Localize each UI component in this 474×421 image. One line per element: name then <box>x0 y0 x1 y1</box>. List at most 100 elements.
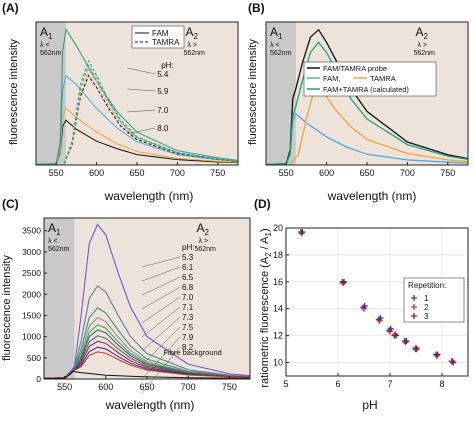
panel-c-ph-label-3: 6.8 <box>182 283 194 292</box>
panel-d-point-s2-1 <box>341 278 347 285</box>
panel-d-legend-label-0: 1 <box>424 294 429 303</box>
panel-c-ph-leader-0 <box>141 256 181 268</box>
panel-c-ytick-label-5: 2500 <box>22 268 41 278</box>
panel-b-a2-line1: λ > <box>417 42 427 49</box>
panel-a-a1-line1: λ < <box>40 42 50 49</box>
panel-c-ph-title: pH: <box>182 243 194 252</box>
panel-a-series-6 <box>63 64 239 164</box>
panel-b-xtick-label-4: 750 <box>440 168 455 178</box>
panel-a-series-7 <box>63 59 239 164</box>
panel-b-legend-label-0: FAM/TAMRA probe <box>323 64 387 73</box>
panel-d-ylabel-post: ) <box>259 228 271 232</box>
panel-c-ph-label-8: 7.9 <box>182 333 194 342</box>
panel-a-a2-line2: 562nm <box>183 50 205 57</box>
panel-d-ytick-label-3: 16 <box>273 277 283 287</box>
panel-b-xtick-label-2: 650 <box>359 168 374 178</box>
panel-c-ph-leader-7 <box>141 326 181 366</box>
panel-c-letter: (C) <box>2 197 19 211</box>
panel-d-point-s1-2 <box>361 305 367 312</box>
panel-c-ph-label-6: 7.3 <box>182 313 194 322</box>
panel-a-a1-line2: 562nm <box>40 50 62 57</box>
panel-c-a1-line1: λ < <box>48 238 58 245</box>
panel-c-ytick-label-7: 3500 <box>22 226 41 236</box>
panel-d-point-s1-3 <box>376 317 383 324</box>
panel-d-point-s2-5 <box>393 332 399 339</box>
panel-d-point-s2-3 <box>377 315 384 322</box>
panel-d-legend-marker-1 <box>411 304 417 310</box>
panel-a-series-3 <box>35 27 239 165</box>
panel-c-a2-label: A2 <box>196 221 209 237</box>
panel-d-xtick-label-2: 7 <box>387 379 392 389</box>
panel-d-ytick-label-4: 18 <box>273 250 283 260</box>
panel-c-region-a2 <box>74 218 250 379</box>
panel-c-ph-leader-1 <box>141 266 181 282</box>
panel-c-a2-line1: λ > <box>198 238 208 245</box>
panel-a-ph-label-0: 5.4 <box>157 70 169 79</box>
panel-a-ph-label-3: 8.0 <box>157 124 169 133</box>
panel-d: (D) ratiometric fluorescence (A2 / A1) p… <box>254 197 469 412</box>
panel-a-xtick-label-3: 700 <box>170 168 185 178</box>
panel-d-point-s1-1 <box>340 280 347 287</box>
panel-c-ph-label-7: 7.5 <box>182 323 194 332</box>
panel-d-point-s2-2 <box>361 303 368 310</box>
panel-c-ytick-label-2: 1000 <box>22 332 41 342</box>
panel-d-ylabel: ratiometric fluorescence (A2 / A1) <box>259 228 273 387</box>
panel-c-xtick-label-4: 750 <box>222 382 237 392</box>
panel-b-a2-label: A2 <box>415 25 428 41</box>
panel-d-ylabel-mid: / A <box>259 236 271 253</box>
panel-d-legend-title: Repetition: <box>408 281 446 290</box>
panel-a-xtick-label-1: 600 <box>89 168 104 178</box>
panel-a-series-5 <box>63 68 239 164</box>
panel-d-ytick-label-5: 20 <box>273 223 283 233</box>
panel-d-point-s1-9 <box>449 358 456 365</box>
panel-d-point-s1-5 <box>392 331 399 338</box>
panel-a-letter: (A) <box>2 1 19 15</box>
panel-a-ph-title: pH: <box>161 61 173 70</box>
panel-c-ph-leader-4 <box>141 296 181 324</box>
panel-d-point-s2-7 <box>413 346 420 353</box>
panel-b-a2-line2: 562nm <box>413 50 435 57</box>
panel-b-a1-line1: λ < <box>270 42 280 49</box>
panel-b-xlabel: wavelength (nm) <box>327 189 417 203</box>
panel-c-ph-leader-9 <box>141 346 181 394</box>
panel-c-xtick-label-0: 550 <box>57 382 72 392</box>
panel-c-ph-leader-3 <box>141 286 181 310</box>
panel-d-point-s1-6 <box>402 339 409 346</box>
panel-d-ylabel-sub1: 1 <box>264 231 273 236</box>
panel-b-xtick-label-0: 550 <box>279 168 294 178</box>
panel-c-ytick-label-6: 3000 <box>22 247 41 257</box>
panel-d-point-s1-7 <box>413 344 419 351</box>
panel-a-legend-label-0: FAM <box>152 29 169 38</box>
panel-d-point-s1-8 <box>433 352 440 359</box>
panel-d-ylabel-pre: ratiometric fluorescence (A <box>259 256 271 387</box>
panel-b-letter: (B) <box>248 1 265 15</box>
panel-b-series-3 <box>265 41 469 166</box>
panel-a-series-4 <box>63 74 239 164</box>
panel-c-ytick-label-0: 0 <box>36 374 41 384</box>
panel-a-ph-leader-1 <box>127 88 156 92</box>
panel-a-xtick-label-0: 550 <box>49 168 64 178</box>
panel-d-xlabel: pH <box>362 398 377 412</box>
panel-c-ph-label-1: 6.1 <box>182 263 194 272</box>
panel-a-a2-line1: λ > <box>187 42 197 49</box>
panel-d-legend-marker-0 <box>411 295 417 301</box>
panel-d-xtick-label-1: 6 <box>335 379 340 389</box>
panel-b-a1-line2: 562nm <box>270 50 292 57</box>
panel-c-ytick-label-3: 1500 <box>22 310 41 320</box>
panel-b-legend-label-2: TAMRA <box>370 74 396 83</box>
panel-c-ph-label-2: 6.5 <box>182 273 194 282</box>
panel-a-xlabel: wavelength (nm) <box>104 189 194 203</box>
panel-d-ytick-label-1: 12 <box>273 331 283 341</box>
panel-b-legend-label-1: FAM, <box>323 74 341 83</box>
panel-b-series-2 <box>289 87 469 165</box>
panel-c-ylabel: fluorescence intensity <box>1 255 13 361</box>
panel-d-point-s2-6 <box>403 338 410 345</box>
panel-b-xtick-label-1: 600 <box>319 168 334 178</box>
panel-a-series-1 <box>35 107 239 165</box>
panel-c-ph-label-0: 5.3 <box>182 253 194 262</box>
panel-c-ph-label-4: 7.0 <box>182 293 194 302</box>
